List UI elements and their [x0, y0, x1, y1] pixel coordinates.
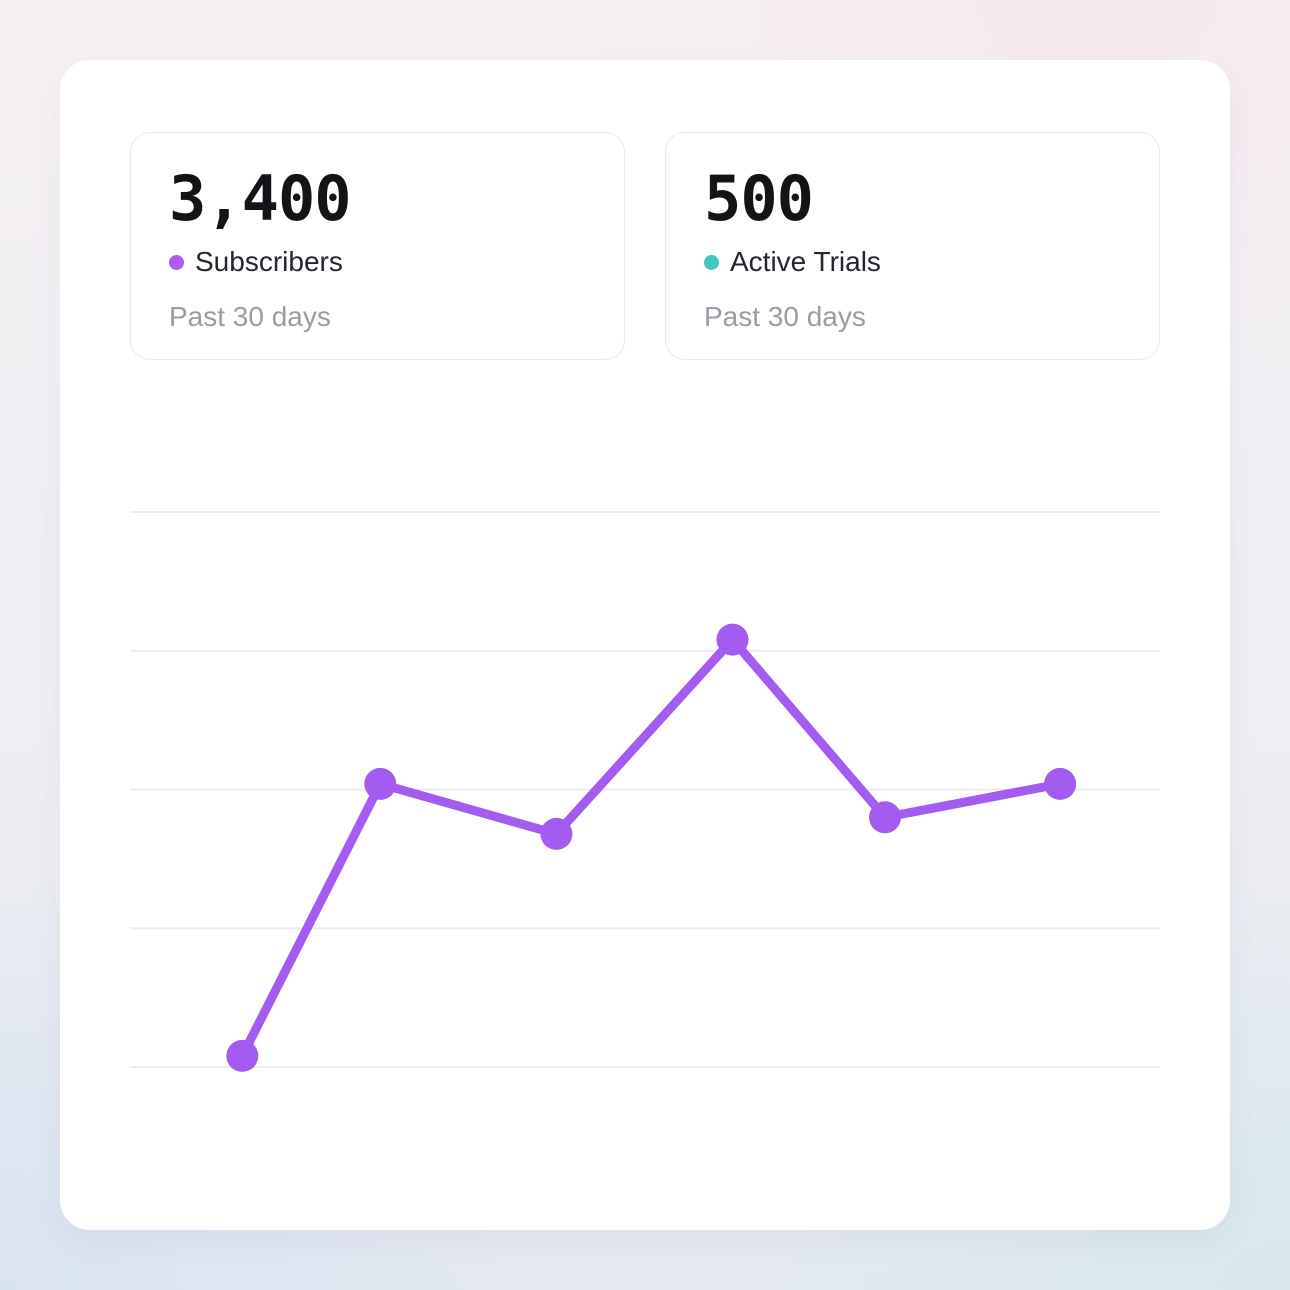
subscribers-count: 3,400: [169, 162, 352, 235]
active-trials-count: 500: [704, 162, 814, 235]
chart-data-point: [716, 623, 749, 656]
subscribers-legend-dot-icon: [169, 254, 184, 270]
subscribers-label: Subscribers: [195, 246, 343, 278]
active-trials-label: Active Trials: [730, 246, 881, 278]
stat-card-active-trials: 500 Active Trials Past 30 days: [665, 132, 1160, 360]
chart-data-point: [869, 801, 901, 834]
chart-data-point: [364, 767, 397, 800]
subscribers-period: Past 30 days: [169, 301, 331, 333]
subscribers-legend: Subscribers: [169, 246, 586, 278]
chart-data-point: [1044, 767, 1077, 800]
subscribers-line-chart: [130, 511, 1160, 1072]
active-trials-period: Past 30 days: [704, 301, 866, 333]
dashboard-card: 3,400 Subscribers Past 30 days 500 Activ…: [60, 60, 1230, 1230]
stats-row: 3,400 Subscribers Past 30 days 500 Activ…: [130, 132, 1160, 360]
active-trials-legend: Active Trials: [704, 246, 1121, 278]
active-trials-legend-dot-icon: [704, 254, 719, 270]
chart-data-point: [540, 817, 573, 850]
stat-card-subscribers: 3,400 Subscribers Past 30 days: [130, 132, 625, 360]
chart-line-subscribers: [237, 635, 1065, 1061]
chart-data-point: [226, 1039, 259, 1072]
